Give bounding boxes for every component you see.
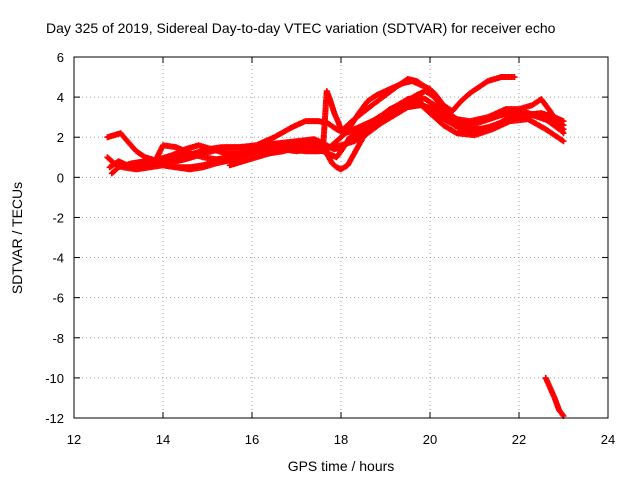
y-tick-label: 2 (57, 130, 64, 145)
y-tick-label: -2 (52, 210, 64, 225)
y-tick-label: -10 (45, 371, 64, 386)
y-tick-label: -4 (52, 251, 64, 266)
y-tick-label: -6 (52, 291, 64, 306)
x-tick-label: 14 (156, 432, 170, 447)
y-tick-label: -12 (45, 411, 64, 426)
data-point-marker (556, 126, 563, 133)
data-layer (104, 74, 567, 419)
x-axis-label: GPS time / hours (288, 458, 395, 474)
data-point-marker (560, 138, 567, 145)
series-track-8 (542, 374, 567, 419)
x-tick-label: 12 (67, 432, 81, 447)
grid-layer (74, 57, 608, 418)
series-track-6 (137, 74, 518, 169)
x-tick-label: 20 (423, 432, 437, 447)
x-tick-label: 16 (245, 432, 259, 447)
data-point-marker (560, 122, 567, 129)
y-tick-label: 4 (57, 90, 64, 105)
data-point-marker (560, 130, 567, 137)
y-axis-label: SDTVAR / TECUs (9, 182, 25, 294)
series-track-7 (160, 102, 563, 171)
x-tick-label: 18 (334, 432, 348, 447)
data-point-marker (511, 74, 518, 81)
y-tick-label: 6 (57, 50, 64, 65)
x-tick-label: 24 (601, 432, 615, 447)
y-tick-label: 0 (57, 170, 64, 185)
chart-title: Day 325 of 2019, Sidereal Day-to-day VTE… (46, 20, 556, 36)
series-track-3 (108, 96, 567, 177)
y-tick-label: -8 (52, 331, 64, 346)
x-tick-label: 22 (512, 432, 526, 447)
